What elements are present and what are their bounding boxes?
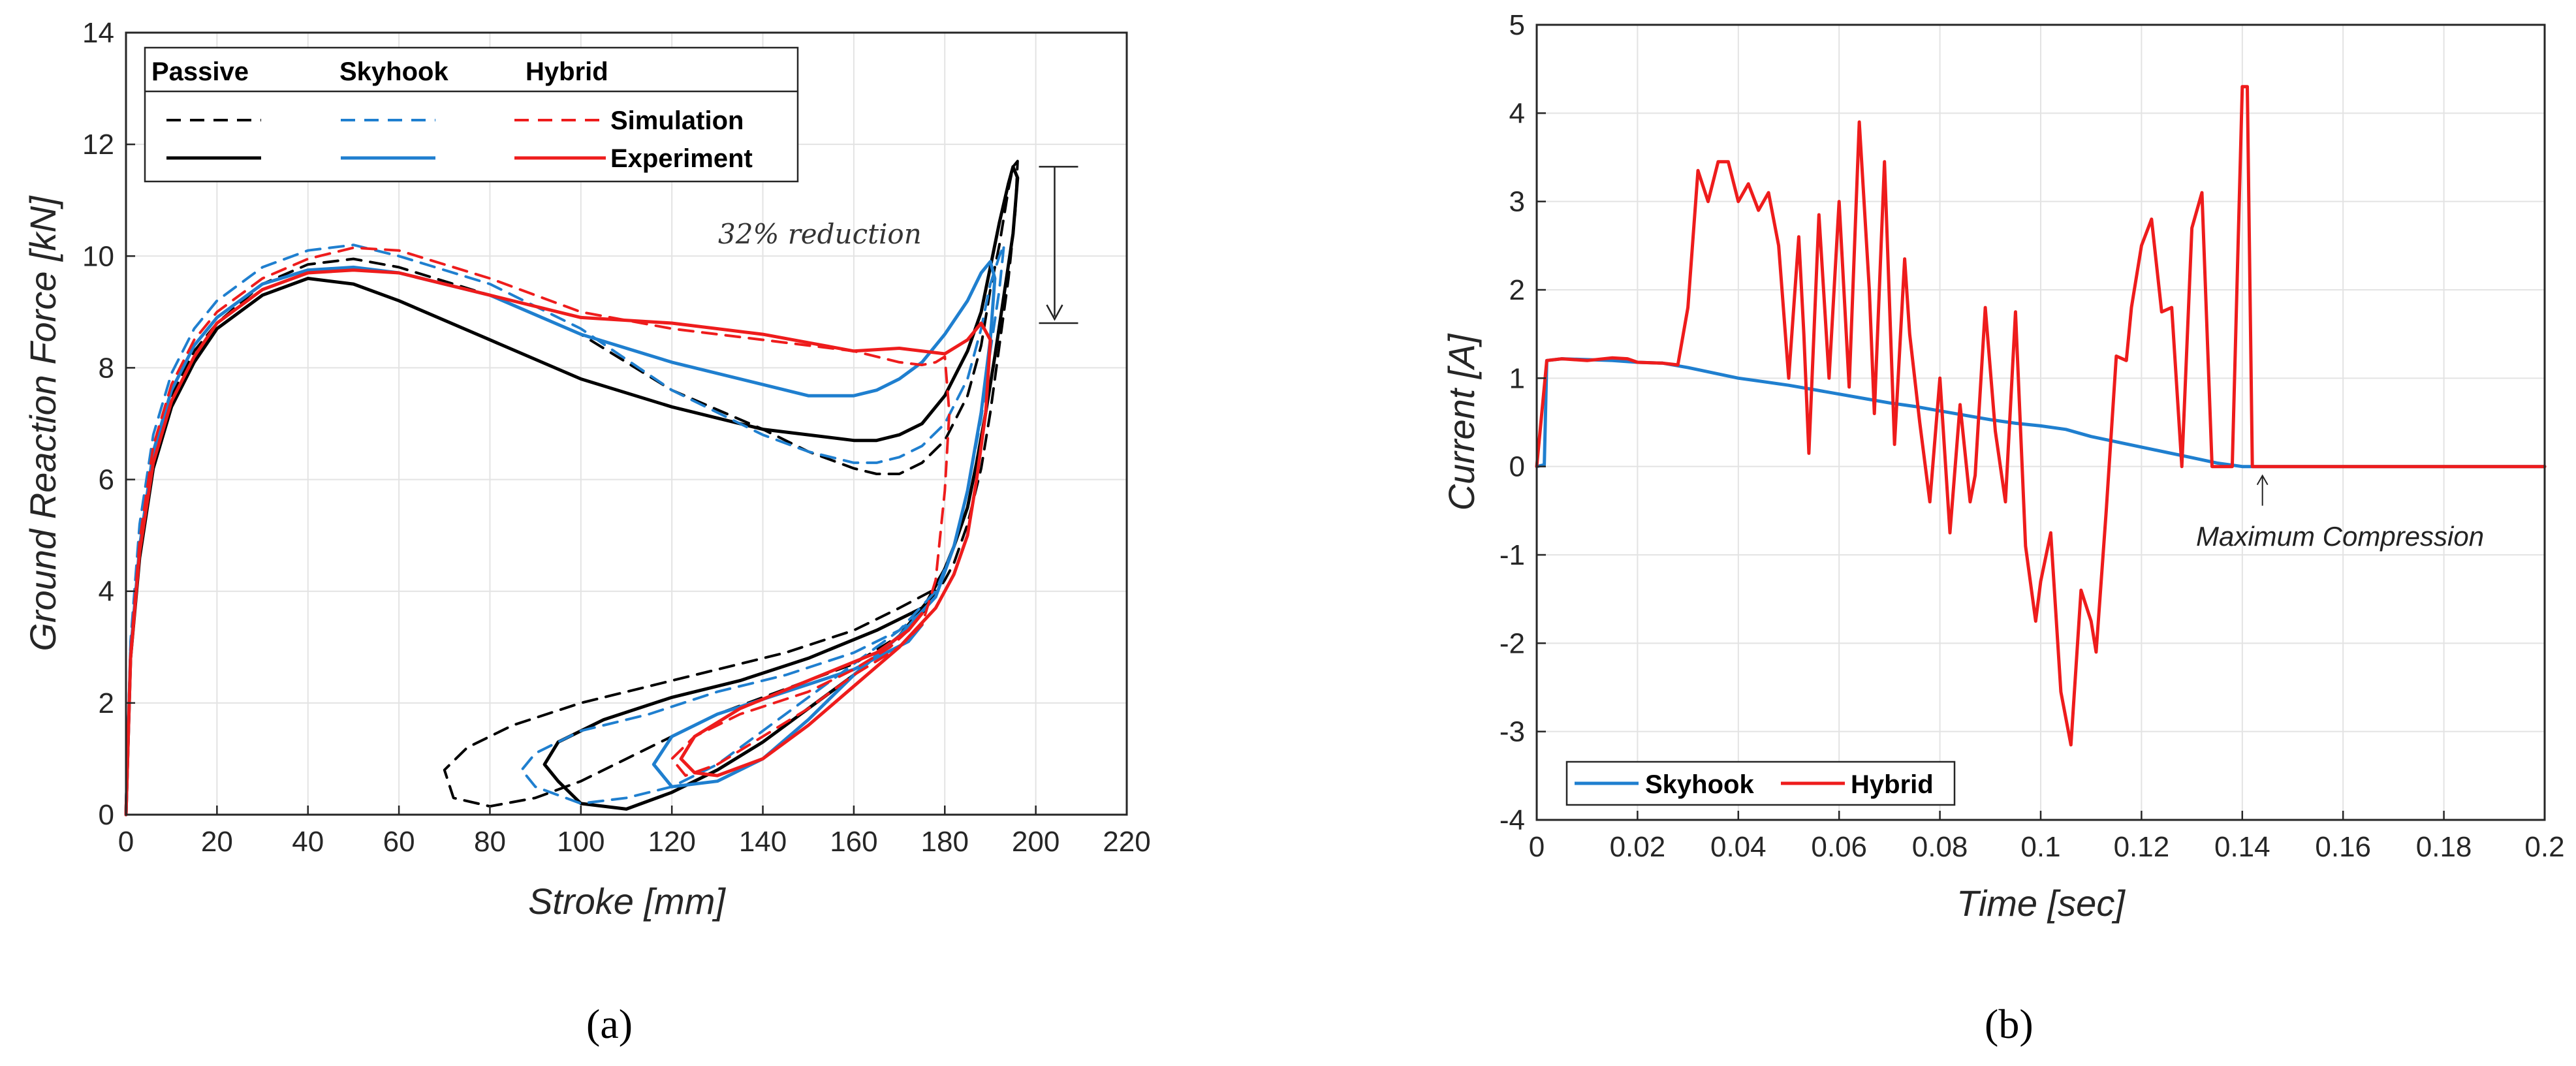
legend-row-experiment: Experiment xyxy=(610,144,753,173)
reduction-annotation: 32% reduction xyxy=(718,218,922,250)
y-tick-label: 0 xyxy=(1509,451,1525,483)
x-tick-label: 0.2 xyxy=(2524,831,2564,863)
series-line-skyhook-simulation xyxy=(125,243,1005,816)
y-axis-label-b: Current [A] xyxy=(1441,333,1482,510)
y-tick-label: 5 xyxy=(1509,9,1525,41)
y-tick-label: -1 xyxy=(1500,539,1525,571)
legend-col-passive: Passive xyxy=(151,57,249,86)
x-tick-label: 0.16 xyxy=(2315,831,2371,863)
arrow-head xyxy=(1046,304,1063,321)
x-tick-label: 0 xyxy=(1529,831,1545,863)
series-line-hybrid-experiment xyxy=(124,268,992,817)
y-tick-label: 12 xyxy=(82,129,114,161)
max-compression-arrow xyxy=(2256,474,2269,506)
arrow-head xyxy=(2256,474,2269,486)
x-tick-label: 220 xyxy=(1103,826,1150,858)
y-tick-label: -4 xyxy=(1500,804,1525,836)
x-tick-label: 0.1 xyxy=(2020,831,2060,863)
x-tick-label: 100 xyxy=(557,826,605,858)
legend-label-skyhook: Skyhook xyxy=(1645,770,1754,799)
y-tick-label: 2 xyxy=(99,687,114,719)
y-tick-label: 4 xyxy=(99,576,114,608)
legend-col-hybrid: Hybrid xyxy=(526,57,608,86)
panel-label-b: (b) xyxy=(1985,1001,2034,1047)
series-line-passive-simulation xyxy=(125,159,1019,816)
x-tick-label: 0 xyxy=(118,826,134,858)
max-compression-annotation: Maximum Compression xyxy=(2196,521,2484,552)
legend-b: Skyhook Hybrid xyxy=(1565,760,1956,806)
y-tick-label: 14 xyxy=(82,17,114,49)
x-axis-label-b: Time [sec] xyxy=(1956,883,2126,924)
x-tick-label: 0.08 xyxy=(1912,831,1968,863)
x-tick-label: 160 xyxy=(830,826,877,858)
x-tick-label: 200 xyxy=(1012,826,1060,858)
x-tick-label: 140 xyxy=(739,826,787,858)
y-tick-label: 0 xyxy=(99,799,114,831)
x-tick-label: 0.04 xyxy=(1710,831,1767,863)
ticks-a: 0 20 40 60 80 100 120 140 160 180 200 220 0 2 4 6 8 10 12 1… xyxy=(82,17,1151,858)
x-tick-label: 0.14 xyxy=(2214,831,2270,863)
x-tick-label: 0.02 xyxy=(1610,831,1666,863)
chart-a: 0 20 40 60 80 100 120 140 160 180 200 220 0 2 4 6 8 10 12 1… xyxy=(22,17,1151,1047)
y-tick-label: 3 xyxy=(1509,186,1525,218)
y-tick-label: 4 xyxy=(1509,97,1525,129)
series-group-a xyxy=(124,159,1020,817)
legend-label-hybrid: Hybrid xyxy=(1851,770,1934,799)
x-tick-label: 120 xyxy=(648,826,695,858)
x-tick-label: 0.06 xyxy=(1811,831,1867,863)
y-tick-label: 8 xyxy=(99,352,114,384)
ticks-b: 0 0.02 0.04 0.06 0.08 0.1 0.12 0.14 0.16 0.18 0.2 -… xyxy=(1500,9,2565,863)
series-line-hybrid-simulation xyxy=(125,246,951,816)
y-tick-label: -2 xyxy=(1500,627,1525,659)
reduction-arrow xyxy=(1039,166,1078,324)
panel-label-a: (a) xyxy=(586,1001,633,1047)
legend-a: Passive Skyhook Hybrid Simulation Experi… xyxy=(144,46,799,183)
legend-col-skyhook: Skyhook xyxy=(339,57,448,86)
series-line-skyhook-experiment xyxy=(124,260,997,817)
y-tick-label: 10 xyxy=(82,240,114,272)
series-group-b xyxy=(1535,85,2547,747)
series-line-hybrid xyxy=(1535,85,2547,747)
x-tick-label: 60 xyxy=(383,826,415,858)
x-tick-label: 0.12 xyxy=(2114,831,2170,863)
chart-b: 0 0.02 0.04 0.06 0.08 0.1 0.12 0.14 0.16 0.18 0.2 -… xyxy=(1441,9,2565,1047)
x-axis-label-a: Stroke [mm] xyxy=(528,881,726,922)
y-tick-label: 1 xyxy=(1509,362,1525,394)
x-tick-label: 80 xyxy=(474,826,506,858)
legend-row-simulation: Simulation xyxy=(610,106,744,135)
y-tick-label: 6 xyxy=(99,464,114,496)
x-tick-label: 20 xyxy=(201,826,233,858)
y-tick-label: 2 xyxy=(1509,274,1525,306)
y-axis-label-a: Ground Reaction Force [kN] xyxy=(22,195,63,651)
x-tick-label: 40 xyxy=(292,826,324,858)
y-tick-label: -3 xyxy=(1500,716,1525,748)
series-line-passive-experiment xyxy=(124,165,1020,817)
x-tick-label: 0.18 xyxy=(2416,831,2472,863)
axes-box-a xyxy=(125,31,1128,816)
x-tick-label: 180 xyxy=(921,826,969,858)
